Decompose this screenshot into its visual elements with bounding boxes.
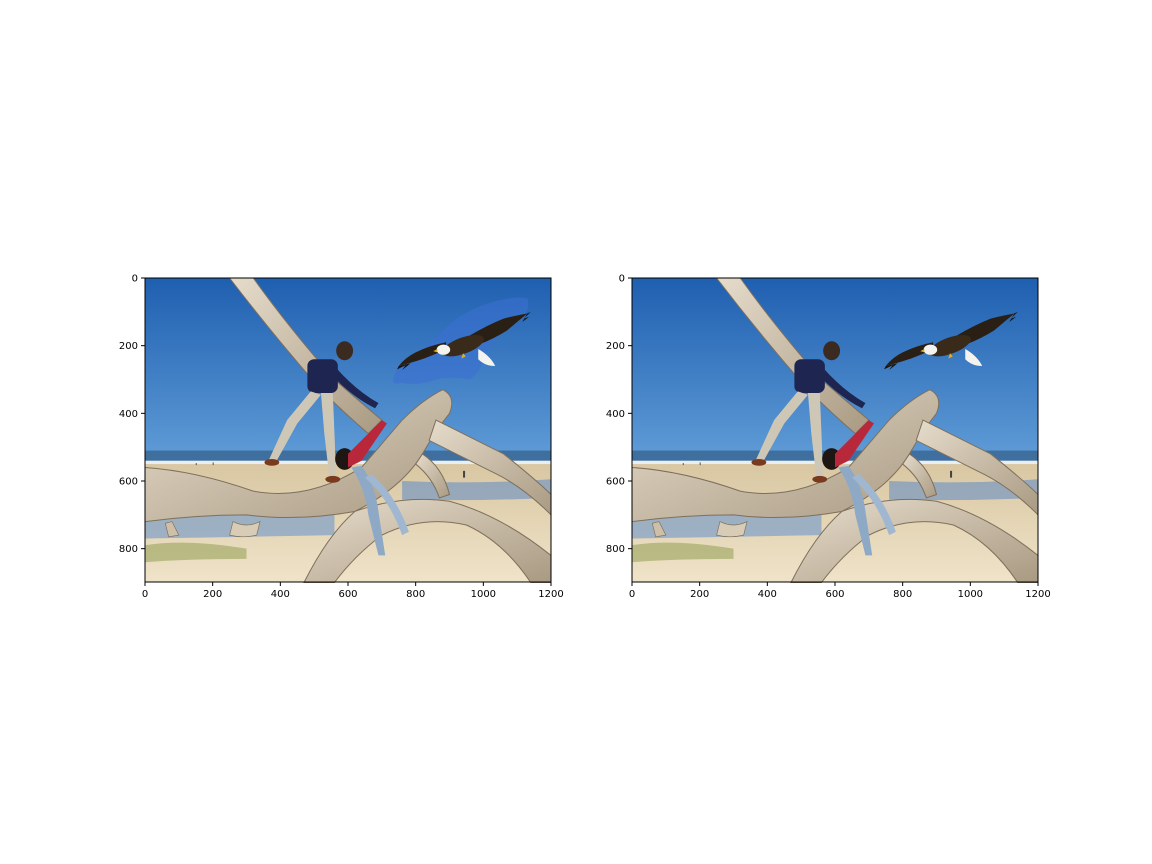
x-tick-label: 0 [629,589,635,600]
y-tick-label: 800 [119,544,138,555]
y-tick-label: 800 [606,544,625,555]
left-image-panel: 0 200 400 600 800 1000 1200 0 200 400 600 800 [119,274,564,601]
x-tick-label: 600 [338,589,357,600]
x-tick-label: 1200 [1025,589,1050,600]
y-tick-label: 600 [606,477,625,488]
y-tick-label: 600 [119,477,138,488]
x-tick-label: 1000 [471,589,496,600]
right-photo [632,278,1038,582]
x-tick-label: 1000 [958,589,983,600]
x-tick-label: 200 [203,589,222,600]
x-tick-label: 200 [690,589,709,600]
y-tick-label: 400 [606,409,625,420]
y-tick-label: 0 [619,274,625,285]
x-tick-label: 600 [825,589,844,600]
x-tick-label: 800 [893,589,912,600]
y-tick-label: 200 [119,341,138,352]
x-tick-label: 0 [142,589,148,600]
left-photo [145,278,551,582]
x-tick-label: 400 [271,589,290,600]
y-tick-label: 200 [606,341,625,352]
y-tick-label: 400 [119,409,138,420]
x-tick-label: 1200 [538,589,563,600]
right-image-panel: 0 200 400 600 800 1000 1200 0 200 400 600 800 [606,274,1051,601]
y-tick-label: 0 [132,274,138,285]
x-tick-label: 400 [758,589,777,600]
x-tick-label: 800 [406,589,425,600]
